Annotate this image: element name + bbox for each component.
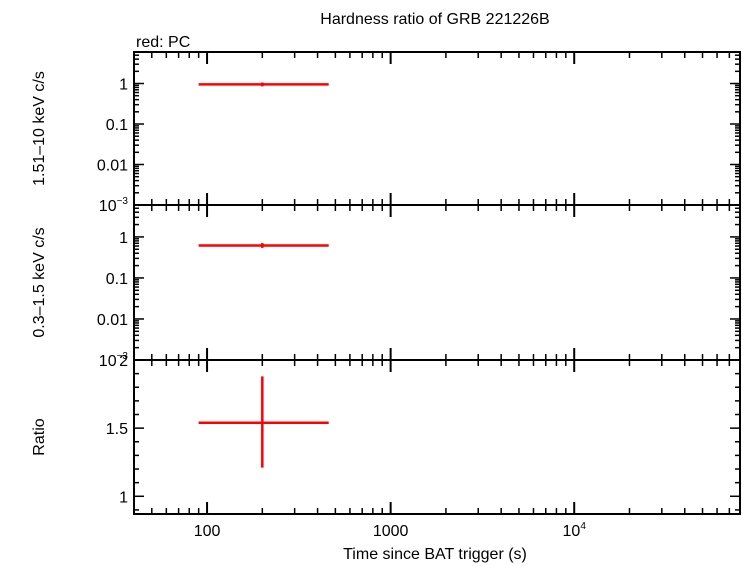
x-tick-label: 100 bbox=[194, 523, 221, 540]
panel-frame bbox=[133, 359, 741, 515]
y-tick-label: 2 bbox=[119, 353, 128, 370]
panels-group: 1 0.1 0.01 10−3 1.51–10 keV c/s 1 0.1 0.01 10−3 0… bbox=[31, 51, 741, 540]
y-tick-label: 10−3 bbox=[99, 196, 129, 215]
x-axis-label: Time since BAT trigger (s) bbox=[343, 546, 527, 563]
legend-text: red: PC bbox=[136, 34, 190, 51]
chart-title: Hardness ratio of GRB 221226B bbox=[320, 11, 549, 28]
panel-frame bbox=[133, 204, 741, 361]
y-axis-label: Ratio bbox=[31, 418, 48, 455]
y-tick-label: 1.5 bbox=[106, 421, 128, 438]
y-axis-label: 1.51–10 keV c/s bbox=[31, 71, 48, 186]
panel-1: 1 0.1 0.01 10−3 1.51–10 keV c/s bbox=[31, 51, 741, 215]
panel-3: 2 1.5 1 Ratio bbox=[31, 353, 741, 515]
y-tick-label: 1 bbox=[119, 77, 128, 94]
panel-frame bbox=[133, 51, 741, 206]
y-tick-label: 0.1 bbox=[106, 117, 128, 134]
y-tick-label: 1 bbox=[119, 230, 128, 247]
x-tick-label: 1000 bbox=[373, 523, 409, 540]
x-tick-label: 104 bbox=[563, 521, 587, 540]
panel-2: 1 0.1 0.01 10−3 0.3–1.5 keV c/s bbox=[31, 204, 741, 370]
y-tick-label: 1 bbox=[119, 489, 128, 506]
y-tick-label: 0.01 bbox=[97, 312, 128, 329]
y-axis-label: 0.3–1.5 keV c/s bbox=[31, 227, 48, 337]
y-tick-label: 0.01 bbox=[97, 158, 128, 175]
y-tick-label: 10−3 bbox=[99, 351, 129, 370]
y-tick-label: 0.1 bbox=[106, 271, 128, 288]
